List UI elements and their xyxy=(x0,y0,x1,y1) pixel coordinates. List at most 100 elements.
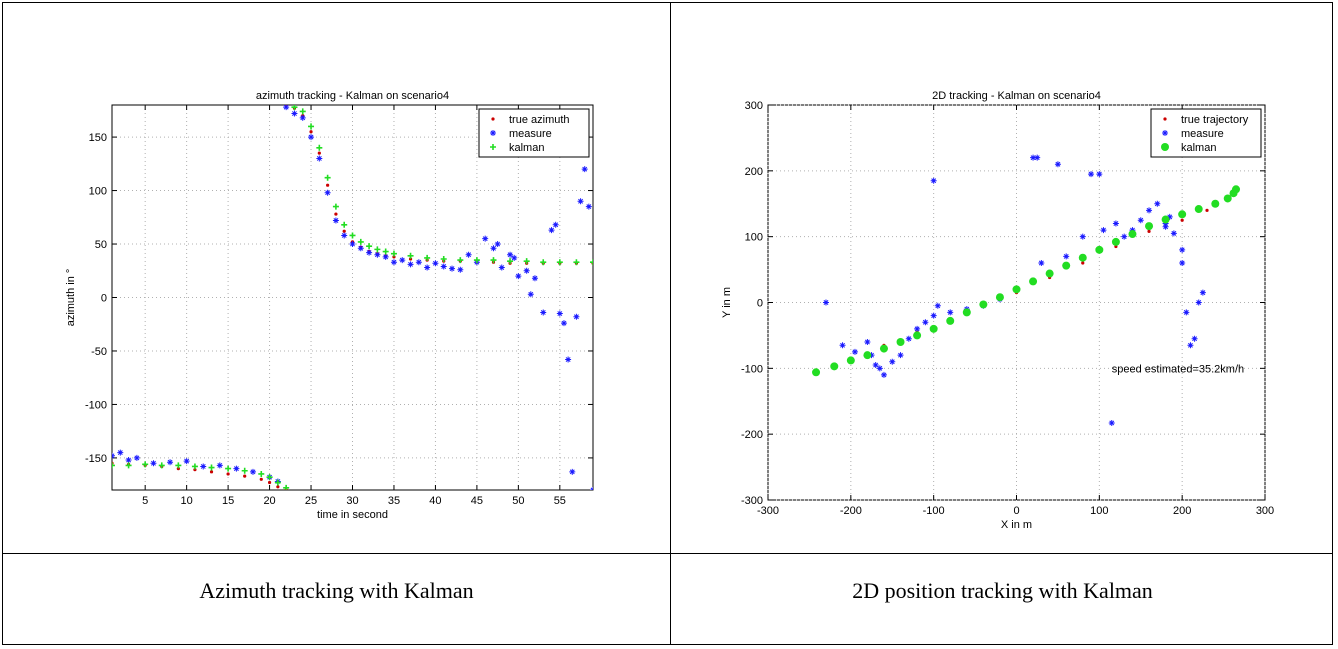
track2d-y-tick-label: -100 xyxy=(741,363,763,375)
azimuth-legend-box xyxy=(478,108,590,158)
azimuth-point-measure xyxy=(308,134,315,141)
track2d-point-measure xyxy=(1096,171,1103,178)
azimuth-point-true-azimuth xyxy=(243,474,247,478)
azimuth-point-measure xyxy=(498,264,505,271)
track2d-point-kalman xyxy=(979,300,988,309)
track2d-x-axis-label: X in m xyxy=(1001,519,1032,531)
azimuth-point-measure xyxy=(527,291,534,298)
track2d-point-measure xyxy=(1154,200,1161,207)
azimuth-point-kalman xyxy=(225,465,232,472)
azimuth-point-kalman xyxy=(142,461,149,468)
azimuth-series-kalman xyxy=(112,105,593,490)
azimuth-point-measure xyxy=(523,267,530,274)
track2d-point-measure xyxy=(1179,260,1186,266)
azimuth-point-true-azimuth xyxy=(317,151,321,155)
azimuth-point-kalman xyxy=(507,258,514,265)
track2d-point-measure xyxy=(914,325,921,332)
track2d-point-measure xyxy=(1162,223,1169,230)
azimuth-point-measure xyxy=(112,452,115,459)
azimuth-point-true-azimuth xyxy=(209,470,214,474)
track2d-point-measure xyxy=(947,309,954,316)
azimuth-series-measure xyxy=(112,105,593,490)
azimuth-point-kalman xyxy=(366,243,373,250)
azimuth-point-kalman xyxy=(357,238,364,245)
track2d-x-tick-label: -200 xyxy=(840,505,862,517)
azimuth-point-kalman xyxy=(390,250,397,257)
azimuth-point-kalman xyxy=(457,257,464,264)
azimuth-y-tick-label: -50 xyxy=(91,346,107,358)
azimuth-point-measure xyxy=(399,257,406,264)
track2d-point-measure xyxy=(822,299,829,306)
track2d-point-measure xyxy=(930,177,937,184)
azimuth-point-true-azimuth xyxy=(334,212,338,216)
track2d-legend: true trajectory measure kalman xyxy=(1150,108,1262,158)
azimuth-x-tick-label: 10 xyxy=(181,495,193,507)
track2d-data xyxy=(812,154,1241,426)
track2d-annotation: speed estimated=35.2km/h xyxy=(1112,363,1244,375)
azimuth-point-true-azimuth xyxy=(326,183,330,187)
track2d-point-kalman xyxy=(830,362,839,371)
azimuth-legend-marker-measure xyxy=(490,130,496,136)
track2d-legend-marker-kalman xyxy=(1161,143,1169,151)
azimuth-point-measure xyxy=(465,251,472,258)
track2d-y-tick-label: 300 xyxy=(745,100,763,112)
azimuth-point-measure xyxy=(167,459,174,466)
azimuth-x-tick-label: 50 xyxy=(512,495,524,507)
azimuth-point-measure xyxy=(249,468,256,475)
track2d-point-measure xyxy=(1183,309,1190,316)
track2d-point-kalman xyxy=(1161,215,1170,224)
azimuth-point-measure xyxy=(515,273,522,280)
azimuth-point-kalman xyxy=(424,254,431,261)
azimuth-legend-marker-kalman xyxy=(490,144,496,150)
azimuth-point-measure xyxy=(150,460,157,467)
azimuth-point-true-azimuth xyxy=(276,485,280,489)
azimuth-point-measure xyxy=(382,253,389,260)
track2d-point-kalman xyxy=(812,368,821,377)
azimuth-point-kalman xyxy=(556,259,563,266)
track2d-point-kalman xyxy=(1012,285,1021,294)
table-divider-horizontal xyxy=(3,553,1332,554)
azimuth-point-kalman xyxy=(266,474,273,481)
track2d-point-measure xyxy=(872,362,879,369)
azimuth-point-true-azimuth xyxy=(259,477,263,481)
azimuth-point-kalman xyxy=(299,108,306,115)
track2d-point-measure xyxy=(1079,233,1086,240)
azimuth-point-kalman xyxy=(158,462,165,469)
track2d-x-tick-label: -300 xyxy=(757,505,779,517)
azimuth-point-kalman xyxy=(473,257,480,264)
azimuth-point-kalman xyxy=(308,123,315,130)
track2d-point-kalman xyxy=(1194,205,1203,214)
azimuth-point-kalman xyxy=(274,479,281,486)
azimuth-point-measure xyxy=(556,310,563,317)
track2d-point-kalman xyxy=(896,338,905,346)
azimuth-point-measure xyxy=(316,155,323,162)
azimuth-x-tick-label: 40 xyxy=(429,495,441,507)
azimuth-point-measure xyxy=(490,245,497,252)
azimuth-point-kalman xyxy=(258,470,265,477)
track2d-point-measure xyxy=(1100,227,1107,234)
track2d-point-kalman xyxy=(1029,277,1038,286)
azimuth-point-measure xyxy=(569,468,576,475)
azimuth-legend-label-true-azimuth: true azimuth xyxy=(509,114,570,126)
track2d-point-measure xyxy=(1146,207,1153,214)
azimuth-point-measure xyxy=(291,110,298,117)
track2d-point-measure xyxy=(905,335,912,342)
track2d-point-kalman xyxy=(863,351,872,360)
azimuth-point-measure xyxy=(432,260,439,267)
track2d-point-measure xyxy=(1063,253,1070,260)
azimuth-point-measure xyxy=(200,463,207,470)
azimuth-title: azimuth tracking - Kalman on scenario4 xyxy=(256,90,449,102)
azimuth-point-true-azimuth xyxy=(309,130,313,134)
azimuth-point-true-azimuth xyxy=(408,257,413,261)
track2d-point-measure xyxy=(1108,419,1115,426)
azimuth-point-kalman xyxy=(382,248,389,255)
azimuth-chart: 5 10 15 20 25 30 35 40 45 50 55 -150 -100 -50 0 50 100 15… xyxy=(65,90,594,521)
track2d-point-measure xyxy=(864,339,871,345)
azimuth-point-measure xyxy=(283,105,290,111)
track2d-point-kalman xyxy=(846,356,855,365)
azimuth-point-kalman xyxy=(374,246,381,253)
track2d-legend-label-kalman: kalman xyxy=(1181,142,1216,154)
azimuth-point-measure xyxy=(424,264,431,271)
track2d-x-tick-label: 300 xyxy=(1256,505,1274,517)
